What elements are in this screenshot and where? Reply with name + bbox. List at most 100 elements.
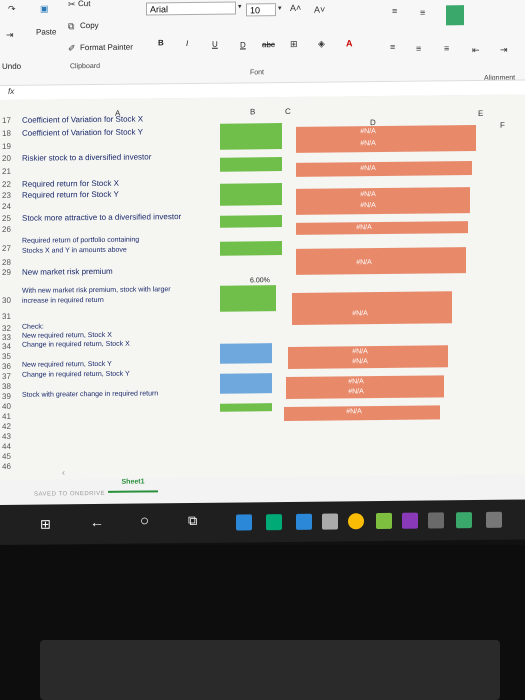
app-icon-explorer[interactable]	[322, 513, 338, 530]
paste-button[interactable]: Paste	[36, 27, 57, 37]
app-icon-chrome[interactable]	[348, 513, 364, 530]
double-underline-button[interactable]: D	[240, 40, 246, 50]
row-number[interactable]: 35	[2, 351, 11, 361]
cell-b-new-return-y[interactable]	[220, 373, 272, 394]
row-number[interactable]: 43	[2, 431, 11, 441]
row-number[interactable]: 18	[2, 128, 11, 138]
font-size-select[interactable]: 10	[246, 3, 276, 17]
row-number[interactable]: 17	[2, 115, 11, 125]
row-number[interactable]: 24	[2, 201, 11, 211]
align-top-icon[interactable]: ≡	[392, 5, 398, 16]
redo-icon[interactable]: ↷	[8, 3, 16, 14]
app-icon-excel[interactable]	[266, 514, 282, 531]
decrease-indent-icon[interactable]: ⇤	[472, 44, 480, 56]
strikethrough-button[interactable]: abc	[262, 40, 275, 50]
row-label[interactable]: With new market risk premium, stock with…	[22, 286, 171, 295]
row-label[interactable]: New market risk premium	[22, 266, 113, 277]
row-number[interactable]: 19	[2, 141, 11, 151]
font-size-dropdown-icon[interactable]: ▾	[278, 5, 282, 13]
column-header-f[interactable]: F	[500, 120, 505, 130]
row-label[interactable]: Check:	[22, 323, 44, 331]
cell-b-riskier[interactable]	[220, 157, 282, 172]
row-number[interactable]: 41	[2, 411, 11, 421]
app-icon-store[interactable]	[236, 514, 252, 531]
align-middle-icon[interactable]: ≡	[420, 7, 426, 18]
task-view-icon[interactable]: ⧉	[188, 512, 198, 529]
undo-arrow-icon[interactable]: ⇥	[6, 29, 14, 40]
cut-icon[interactable]: ✂	[68, 0, 76, 10]
column-header-e[interactable]: E	[478, 108, 484, 118]
grow-font-icon[interactable]: A˄	[290, 2, 302, 13]
row-number[interactable]: 37	[2, 371, 11, 381]
windows-start-icon[interactable]: ⊞	[40, 516, 51, 532]
app-icon-mail[interactable]	[296, 513, 312, 530]
cut-button[interactable]: Cut	[78, 0, 91, 9]
cell-b-portfolio[interactable]	[220, 241, 282, 256]
format-painter-icon[interactable]: ✐	[68, 43, 76, 54]
row-label[interactable]: Stocks X and Y in amounts above	[22, 246, 127, 255]
row-number[interactable]: 30	[2, 295, 11, 305]
font-name-dropdown-icon[interactable]: ▾	[238, 3, 242, 11]
wrap-text-icon[interactable]	[446, 5, 464, 26]
row-number[interactable]: 22	[2, 179, 11, 189]
copy-button[interactable]: Copy	[80, 20, 99, 31]
column-header-c[interactable]: C	[285, 106, 291, 117]
row-number[interactable]: 28	[2, 257, 11, 267]
format-painter-button[interactable]: Format Painter	[80, 42, 133, 53]
row-label[interactable]: Stock with greater change in required re…	[22, 390, 159, 399]
app-icon-green[interactable]	[456, 512, 472, 529]
row-number[interactable]: 45	[2, 451, 11, 461]
row-number[interactable]: 25	[2, 213, 11, 223]
align-left-icon[interactable]: ≡	[390, 41, 396, 52]
row-label[interactable]: Coefficient of Variation for Stock Y	[22, 127, 143, 138]
row-number[interactable]: 42	[2, 421, 11, 431]
align-center-icon[interactable]: ≡	[416, 43, 422, 54]
row-number[interactable]: 40	[2, 401, 11, 411]
row-number[interactable]: 46	[2, 461, 11, 471]
app-icon-people[interactable]	[486, 511, 502, 528]
italic-button[interactable]: I	[186, 39, 189, 49]
worksheet-grid[interactable]: A B C D E F 17 Coefficient of Variation …	[0, 94, 525, 498]
row-number[interactable]: 32	[2, 323, 11, 333]
scroll-left-icon[interactable]: ‹	[62, 467, 65, 478]
font-color-icon[interactable]: A	[346, 38, 353, 49]
row-label[interactable]: Change in required return, Stock Y	[22, 370, 130, 379]
row-label[interactable]: Riskier stock to a diversified investor	[22, 152, 152, 163]
cell-b-required-return[interactable]	[220, 183, 282, 206]
row-number[interactable]: 23	[2, 190, 11, 200]
row-label[interactable]: New required return, Stock X	[22, 331, 112, 340]
row-label[interactable]: Required return for Stock Y	[22, 189, 119, 200]
app-icon-download[interactable]	[376, 512, 392, 530]
cell-b-cv[interactable]	[220, 123, 282, 150]
increase-indent-icon[interactable]: ⇥	[500, 44, 508, 55]
row-number[interactable]: 21	[2, 166, 11, 176]
row-number[interactable]: 36	[2, 361, 11, 371]
cell-b-greater-change[interactable]	[220, 403, 272, 412]
cell-b-larger-increase[interactable]	[220, 285, 276, 312]
row-label[interactable]: Coefficient of Variation for Stock X	[22, 114, 144, 125]
market-risk-premium-value[interactable]: 6.00%	[250, 277, 270, 285]
back-arrow-icon[interactable]: ←	[90, 513, 104, 531]
copy-icon[interactable]: ⧉	[68, 21, 75, 32]
cell-d-larger-increase[interactable]	[292, 291, 452, 325]
row-label[interactable]: increase in required return	[22, 296, 104, 305]
row-label[interactable]: New required return, Stock Y	[22, 360, 112, 369]
column-header-b[interactable]: B	[250, 107, 256, 117]
undo-label[interactable]: Undo	[2, 61, 22, 71]
row-label[interactable]: Required return for Stock X	[22, 178, 119, 189]
align-right-icon[interactable]: ≡	[444, 43, 450, 54]
underline-button[interactable]: U	[212, 39, 218, 49]
row-label[interactable]: Change in required return, Stock X	[22, 340, 130, 349]
app-icon-media[interactable]	[402, 512, 418, 529]
shrink-font-icon[interactable]: A˅	[314, 4, 326, 15]
row-number[interactable]: 44	[2, 441, 11, 451]
row-label[interactable]: Required return of portfolio containing	[22, 236, 140, 245]
paste-icon[interactable]: ▣	[40, 3, 49, 14]
row-number[interactable]: 31	[2, 311, 11, 321]
row-number[interactable]: 29	[2, 267, 11, 277]
sheet-tab[interactable]: Sheet1	[108, 478, 158, 493]
row-label[interactable]: Stock more attractive to a diversified i…	[22, 212, 182, 223]
row-number[interactable]: 39	[2, 391, 11, 401]
bold-button[interactable]: B	[158, 38, 164, 48]
fill-color-icon[interactable]: ◈	[318, 38, 325, 49]
